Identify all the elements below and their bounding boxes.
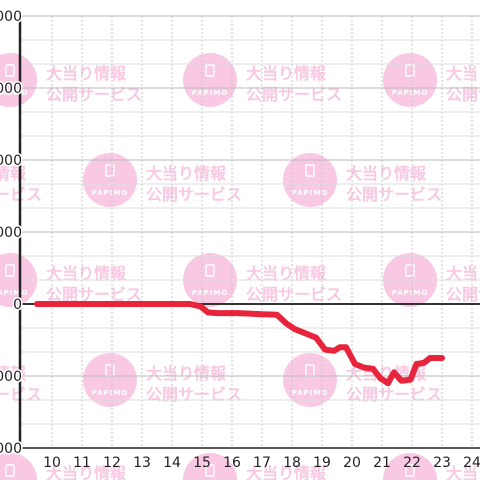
- watermark-logo-text: PAPIMO: [0, 89, 28, 97]
- y-tick-label: -6,000: [0, 441, 22, 457]
- watermark-logo-text: PAPIMO: [292, 189, 329, 197]
- watermark-line2: 公開サービス: [246, 85, 342, 104]
- phone-icon: [5, 64, 15, 77]
- papimo-logo-icon: [183, 53, 237, 107]
- watermark-logo-text: PAPIMO: [192, 89, 229, 97]
- x-tick-label: 22: [403, 455, 421, 471]
- watermark-line2: 公開サービス: [46, 285, 142, 304]
- watermark-line1: 大当り情報: [246, 264, 327, 283]
- papimo-logo-icon: [83, 353, 137, 407]
- watermark-line1: 大当り情報: [46, 64, 127, 83]
- y-tick-label: 12,000: [0, 9, 22, 25]
- phone-icon: [105, 164, 115, 177]
- papimo-logo-icon: [0, 253, 37, 307]
- watermark-line2: 公開サービス: [346, 185, 442, 204]
- phone-icon: [405, 64, 415, 77]
- y-tick-label: 0: [13, 297, 22, 313]
- watermark-line2: 公開サービス: [46, 85, 142, 104]
- papimo-logo-icon: [383, 53, 437, 107]
- phone-icon: [205, 264, 215, 277]
- papimo-logo-icon: [83, 153, 137, 207]
- series-layer: [34, 301, 445, 387]
- x-tick-label: 20: [343, 455, 361, 471]
- phone-icon: [405, 464, 415, 477]
- watermark-line1: 大当り情報: [446, 64, 480, 83]
- watermark-line1: 大当り情報: [346, 164, 427, 183]
- y-tick-label: 6,000: [0, 153, 22, 169]
- watermark-line2: 公開サービス: [446, 285, 480, 304]
- x-tick-label: 16: [223, 455, 241, 471]
- tick-label-layer: 12,000 9,000 6,000 3,000 0 -3,000 -6,000 10 11 12…: [0, 8, 480, 472]
- watermark-line2: 公開サービス: [246, 285, 342, 304]
- papimo-logo-icon: [283, 353, 337, 407]
- x-tick-label: 13: [133, 455, 151, 471]
- watermark-logo-text: PAPIMO: [92, 189, 129, 197]
- watermark-line1: 大当り情報: [246, 464, 327, 480]
- papimo-logo-icon: [383, 453, 437, 484]
- papimo-logo-icon: [0, 53, 37, 107]
- x-tick-label: 11: [73, 455, 91, 471]
- watermark-logo-text: PAPIMO: [392, 89, 429, 97]
- x-tick-label: 19: [313, 455, 331, 471]
- phone-icon: [205, 464, 215, 477]
- watermark-layer: PAPIMO大当り情報公開サービスPAPIMO大当り情報公開サービスPAPIMO…: [0, 53, 480, 484]
- watermark-logo-text: PAPIMO: [92, 389, 129, 397]
- y-tick-label: 3,000: [0, 225, 22, 241]
- x-tick-label: 17: [253, 455, 271, 471]
- watermark-line1: 大当り情報: [146, 164, 227, 183]
- x-tick-label: 10: [43, 455, 61, 471]
- watermark-line2: 公開サービス: [146, 185, 242, 204]
- y-tick-label: 9,000: [0, 81, 22, 97]
- watermark-line1: 大当り情報: [146, 364, 227, 383]
- series-line: [34, 301, 445, 387]
- x-tick-label: 18: [283, 455, 301, 471]
- x-tick-label: 24: [463, 455, 480, 471]
- phone-icon: [305, 164, 315, 177]
- watermark-line1: 大当り情報: [46, 264, 127, 283]
- watermark-line2: 公開サービス: [146, 385, 242, 404]
- x-tick-label: 12: [103, 455, 121, 471]
- phone-icon: [5, 464, 15, 477]
- phone-icon: [405, 264, 415, 277]
- watermark-line1: 大当り情報: [246, 64, 327, 83]
- x-tick-label: 15: [193, 455, 211, 471]
- phone-icon: [5, 264, 15, 277]
- papimo-logo-icon: [283, 153, 337, 207]
- x-tick-label: 23: [433, 455, 451, 471]
- watermark-line1: 大当り情報: [446, 464, 480, 480]
- x-tick-label: 14: [163, 455, 181, 471]
- watermark-logo-text: PAPIMO: [392, 289, 429, 297]
- watermark-line2: 公開サービス: [346, 385, 442, 404]
- papimo-logo-icon: [183, 453, 237, 484]
- x-tick-label: 21: [373, 455, 391, 471]
- y-tick-label: -3,000: [0, 369, 22, 385]
- phone-icon: [205, 64, 215, 77]
- watermark-logo-text: PAPIMO: [192, 289, 229, 297]
- watermark-logo-text: PAPIMO: [292, 389, 329, 397]
- watermark-logo-text: PAPIMO: [0, 289, 28, 297]
- watermark-line1: 大当り情報: [46, 464, 127, 480]
